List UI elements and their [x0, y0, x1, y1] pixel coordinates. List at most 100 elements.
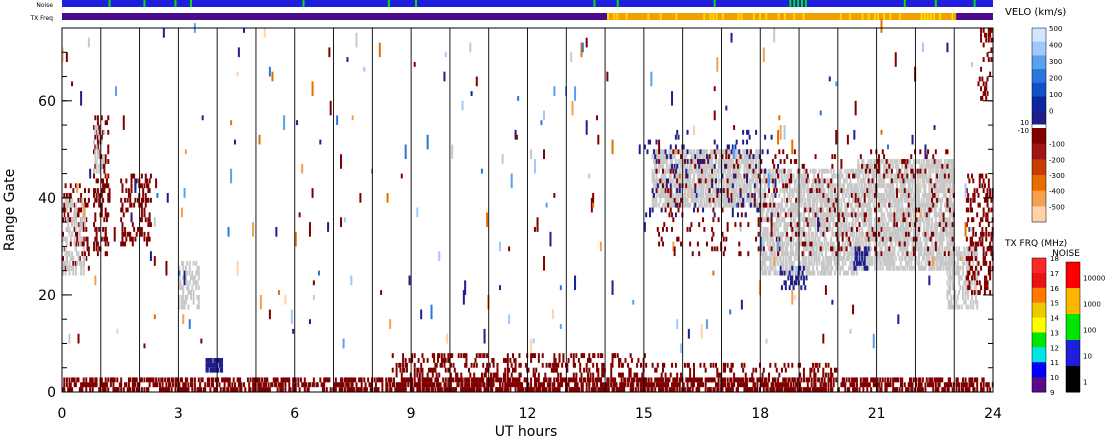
- data-cell: [708, 377, 711, 383]
- data-cell: [911, 207, 914, 213]
- data-cell: [518, 377, 521, 383]
- data-cell: [355, 382, 358, 388]
- data-cell: [111, 377, 114, 383]
- data-cell: [129, 377, 132, 383]
- data-cell: [845, 377, 848, 383]
- data-cell: [102, 178, 105, 184]
- data-cell: [839, 251, 842, 257]
- data-cell: [879, 197, 882, 203]
- data-cell: [846, 270, 849, 276]
- data-cell: [87, 382, 90, 388]
- data-cell: [819, 270, 822, 276]
- data-cell: [416, 372, 419, 378]
- data-cell: [208, 362, 211, 368]
- data-cell: [808, 251, 811, 257]
- data-cell: [888, 265, 891, 271]
- data-cell: [870, 387, 873, 392]
- data-cell: [76, 231, 79, 237]
- data-cell: [858, 212, 861, 218]
- data-cell: [862, 173, 865, 179]
- data-cell: [581, 353, 584, 359]
- data-cell: [780, 168, 783, 174]
- data-cell: [968, 377, 971, 383]
- data-cell: [811, 168, 814, 174]
- data-cell: [628, 377, 631, 383]
- data-cell: [884, 231, 887, 237]
- data-cell: [789, 382, 792, 388]
- data-cell: [886, 226, 889, 232]
- data-cell: [94, 134, 97, 140]
- data-cell: [422, 358, 425, 363]
- data-cell: [420, 362, 423, 368]
- data-cell: [183, 387, 186, 392]
- data-cell: [915, 382, 918, 388]
- data-cell: [870, 377, 873, 383]
- data-cell: [884, 256, 887, 261]
- data-cell: [765, 226, 768, 232]
- data-cell: [698, 183, 701, 189]
- data-cell: [762, 178, 765, 184]
- data-cell: [475, 377, 478, 383]
- data-cell: [553, 367, 556, 373]
- data-cell: [740, 377, 743, 383]
- data-cell: [799, 362, 802, 368]
- data-cell: [553, 382, 556, 388]
- data-cell: [429, 377, 432, 383]
- data-cell: [594, 387, 597, 392]
- data-cell: [122, 241, 125, 247]
- data-cell: [665, 387, 668, 392]
- data-cell: [871, 197, 874, 203]
- data-cell: [746, 193, 749, 198]
- data-cell: [933, 377, 936, 383]
- data-cell: [755, 202, 758, 208]
- data-cell: [478, 387, 481, 392]
- data-cell: [724, 193, 727, 198]
- data-cell: [771, 197, 774, 203]
- data-cell: [880, 197, 883, 203]
- data-cell: [484, 367, 487, 373]
- data-cell: [849, 188, 852, 194]
- data-cell: [633, 377, 636, 383]
- data-cell: [537, 358, 540, 363]
- data-cell: [743, 382, 746, 388]
- data-cell: [341, 387, 344, 392]
- data-cell: [907, 256, 910, 261]
- data-cell: [456, 372, 459, 378]
- data-cell: [775, 222, 778, 227]
- data-cell: [712, 183, 715, 189]
- data-cell: [843, 256, 846, 261]
- data-cell: [683, 183, 686, 189]
- data-cell: [804, 387, 807, 392]
- data-cell: [774, 265, 777, 271]
- data-cell: [709, 193, 712, 198]
- data-cell: [784, 265, 787, 271]
- data-cell: [422, 387, 425, 392]
- data-cell: [872, 173, 875, 179]
- data-cell: [886, 265, 889, 271]
- txfreq-fleck: [752, 13, 755, 20]
- data-cell: [786, 260, 789, 266]
- data-cell: [739, 173, 742, 179]
- data-cell: [778, 222, 781, 227]
- data-cell: [663, 154, 666, 160]
- data-cell: [764, 173, 767, 179]
- data-cell: [174, 377, 177, 383]
- data-cell: [674, 362, 677, 368]
- txfreq-segment: [956, 13, 993, 20]
- data-cell: [283, 377, 286, 383]
- data-cell: [531, 387, 534, 392]
- data-cell: [813, 270, 816, 276]
- data-cell: [861, 265, 864, 271]
- data-cell: [511, 377, 514, 383]
- data-cell: [466, 382, 469, 388]
- data-cell: [528, 387, 531, 392]
- data-cell: [100, 188, 103, 194]
- data-cell: [518, 353, 521, 359]
- data-cell: [813, 256, 816, 261]
- data-cell: [835, 193, 838, 198]
- data-cell: [796, 202, 799, 208]
- data-cell: [906, 236, 909, 242]
- data-cell: [883, 168, 886, 174]
- data-cell: [668, 154, 671, 160]
- data-cell: [768, 168, 771, 174]
